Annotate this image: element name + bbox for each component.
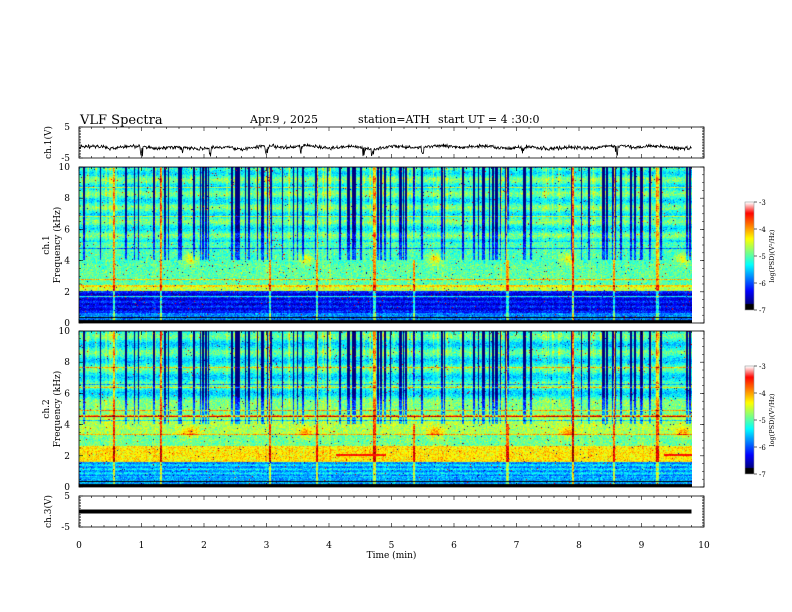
x-tick-label: 1 xyxy=(139,541,145,551)
ch3-waveform-y-axis-label: ch.3(V) xyxy=(43,495,54,528)
ch2-spectrogram xyxy=(79,331,692,487)
x-tick-label: 4 xyxy=(326,541,332,551)
ch1-spectrogram-y-axis-label: ch.1 xyxy=(42,235,52,254)
ch2-spectrogram-y-tick-label: 8 xyxy=(64,358,70,368)
ch1-spectrogram-y-tick-label: 4 xyxy=(64,257,70,267)
ch1-spectrogram-y-tick-label: 8 xyxy=(64,194,70,204)
ch1-colorbar-tick-label: -5 xyxy=(759,253,766,261)
ch1-spectrogram-y-tick-label: 2 xyxy=(64,288,70,298)
ch1-colorbar-tick-label: -6 xyxy=(759,280,766,288)
ch1-waveform-y-tick-label: -5 xyxy=(61,154,70,164)
ch2-colorbar-tick-label: -7 xyxy=(759,471,766,479)
ch2-spectrogram-y-tick-label: 6 xyxy=(64,389,70,399)
ch2-spectrogram-y-tick-label: 0 xyxy=(64,483,70,493)
ch2-colorbar-tick-label: -3 xyxy=(759,363,766,371)
ch2-spectrogram-y-tick-label: 10 xyxy=(59,327,71,337)
ch3-waveform-y-tick-label: 5 xyxy=(64,492,70,502)
date-label: Apr.9 , 2025 xyxy=(250,113,319,126)
start-time-label: start UT = 4 :30:0 xyxy=(438,113,540,126)
ch3-waveform-y-tick-label: -5 xyxy=(61,523,70,533)
ch1-spectrogram xyxy=(79,167,692,323)
ch2-colorbar xyxy=(745,366,754,474)
ch3-waveform-line xyxy=(79,509,692,514)
ch1-colorbar-tick-label: -4 xyxy=(759,226,766,234)
ch2-spectrogram-y-tick-label: 4 xyxy=(64,421,70,431)
ch1-colorbar-label: log(PSD)(V²/Hz) xyxy=(768,229,776,282)
x-tick-label: 0 xyxy=(76,541,82,551)
x-tick-label: 8 xyxy=(576,541,582,551)
x-axis-label: Time (min) xyxy=(367,550,417,561)
ch1-spectrogram-y-tick-label: 10 xyxy=(59,163,71,173)
x-tick-label: 2 xyxy=(201,541,207,551)
ch1-waveform-y-axis-label: ch.1(V) xyxy=(43,126,54,159)
ch2-colorbar-label: log(PSD)(V²/Hz) xyxy=(768,393,776,446)
ch1-colorbar xyxy=(745,202,754,310)
ch1-waveform-frame xyxy=(78,126,705,159)
ch2-colorbar-tick-label: -6 xyxy=(759,444,766,452)
x-tick-label: 5 xyxy=(389,541,395,551)
ch1-spectrogram-y-tick-label: 6 xyxy=(64,225,70,235)
ch1-colorbar-tick-label: -3 xyxy=(759,199,766,207)
ch1-waveform-line xyxy=(78,142,692,157)
ch1-spectrogram-y-tick-label: 0 xyxy=(64,319,70,329)
x-tick-label: 9 xyxy=(639,541,645,551)
ch2-spectrogram-y-tick-label: 2 xyxy=(64,452,70,462)
chart-title: VLF Spectra xyxy=(80,113,163,128)
x-tick-label: 10 xyxy=(698,541,710,551)
x-tick-label: 3 xyxy=(264,541,270,551)
station-label: station=ATH xyxy=(358,113,430,126)
ch1-waveform-y-tick-label: 5 xyxy=(64,123,70,133)
ch2-colorbar-tick-label: -4 xyxy=(759,390,766,398)
x-tick-label: 7 xyxy=(514,541,520,551)
x-tick-label: 6 xyxy=(451,541,457,551)
ch1-colorbar-tick-label: -7 xyxy=(759,307,766,315)
ch2-colorbar-tick-label: -5 xyxy=(759,417,766,425)
ch1-spectrogram-y-axis-label: Frequency (kHz) xyxy=(52,207,63,284)
ch2-spectrogram-y-axis-label: Frequency (kHz) xyxy=(52,371,63,448)
ch2-spectrogram-y-axis-label: ch.2 xyxy=(42,399,52,418)
